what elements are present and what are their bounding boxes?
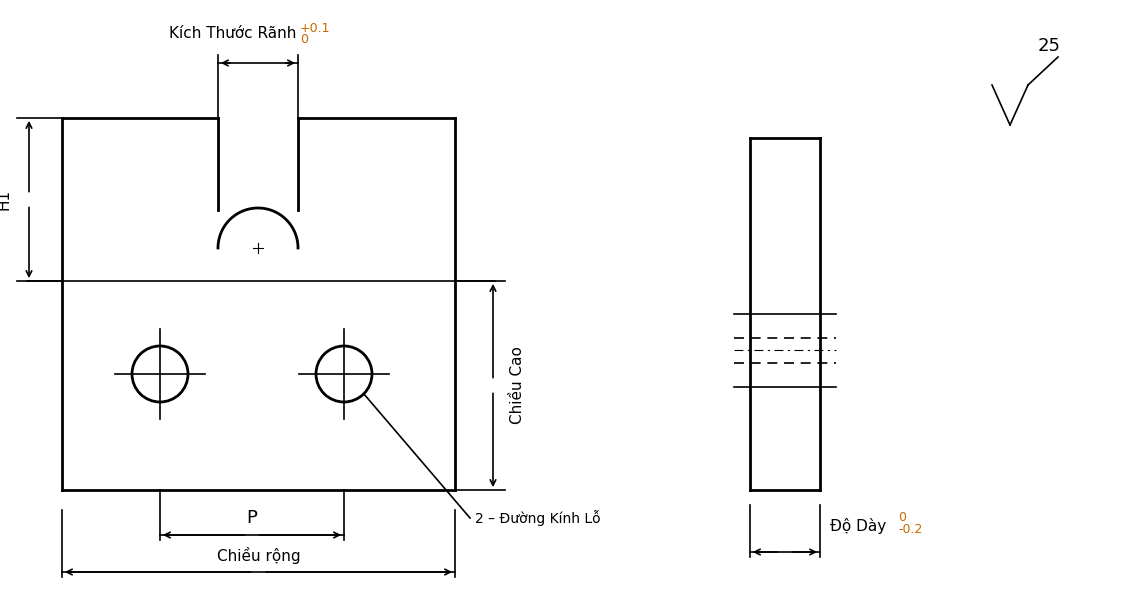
Text: 25: 25 xyxy=(1038,37,1061,55)
Text: -0.2: -0.2 xyxy=(898,523,922,536)
Text: 0: 0 xyxy=(300,33,308,46)
Text: Chiều rộng: Chiều rộng xyxy=(217,547,300,564)
Text: 2 – Đường Kính Lỗ: 2 – Đường Kính Lỗ xyxy=(475,510,600,526)
Text: Độ Dày: Độ Dày xyxy=(830,518,887,534)
Text: +0.1: +0.1 xyxy=(300,22,331,35)
Text: H1: H1 xyxy=(0,189,13,210)
Text: 0: 0 xyxy=(898,511,906,524)
Text: P: P xyxy=(246,509,258,527)
Text: Kích Thước Rãnh: Kích Thước Rãnh xyxy=(169,26,296,41)
Text: Chiều Cao: Chiều Cao xyxy=(510,347,525,424)
